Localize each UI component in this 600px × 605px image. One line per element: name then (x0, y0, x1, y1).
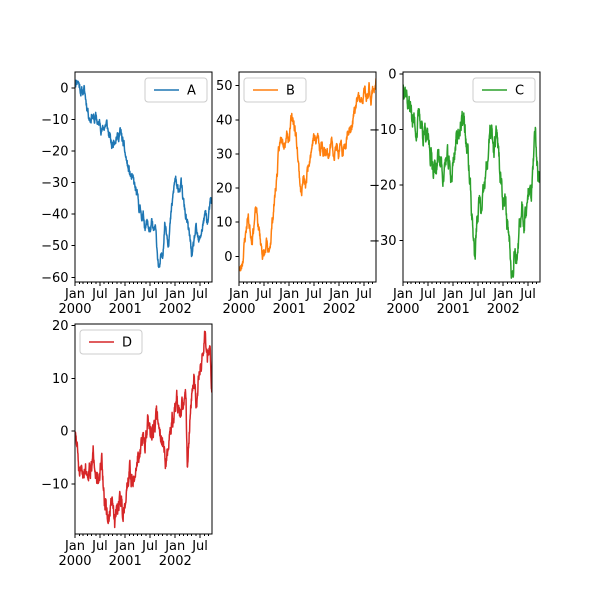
x-tick-year-label: 2000 (386, 302, 419, 317)
x-tick-label: Jan (278, 287, 299, 302)
y-tick-label: −20 (41, 144, 68, 159)
series-line-a (75, 79, 212, 269)
axes-spines-d (74, 323, 213, 535)
x-tick-year-label: 2000 (222, 302, 255, 317)
x-tick-year-label: 2001 (109, 302, 142, 317)
y-axis-a: 0 −10 −20 −30 −40 −50 −60 (41, 81, 75, 286)
x-tick-label: Jan (228, 287, 249, 302)
axes-spines-b (238, 71, 377, 283)
y-tick-label: 20 (52, 319, 69, 334)
x-tick-label: Jul (469, 287, 486, 302)
x-tick-year-label: 2002 (159, 554, 192, 569)
x-tick-year-label: 2002 (487, 302, 520, 317)
legend-d: D (79, 329, 143, 355)
y-tick-label: 10 (52, 372, 69, 387)
x-tick-label: Jul (141, 539, 158, 554)
series-line-c (403, 83, 540, 279)
y-tick-label: 50 (216, 79, 233, 94)
y-tick-label: −10 (41, 113, 68, 128)
y-axis-c: 0 −10 −20 −30 (369, 68, 403, 249)
x-tick-label: Jul (305, 287, 322, 302)
y-tick-label: 30 (216, 147, 233, 162)
legend-label-b: B (286, 84, 295, 99)
y-tick-label: 0 (60, 81, 68, 96)
x-tick-label: Jan (392, 287, 413, 302)
legend-a: A (144, 77, 208, 103)
x-tick-label: Jan (442, 287, 463, 302)
y-tick-label: 0 (388, 68, 396, 83)
y-tick-label: −30 (369, 234, 396, 249)
x-tick-label: Jan (328, 287, 349, 302)
x-tick-year-label: 2002 (159, 302, 192, 317)
axes-spines-a (74, 71, 213, 283)
x-tick-year-label: 2001 (109, 554, 142, 569)
y-tick-label: −60 (41, 271, 68, 286)
y-tick-label: −10 (41, 477, 68, 492)
y-tick-label: −10 (369, 123, 396, 138)
y-tick-label: −50 (41, 239, 68, 254)
series-line-d (75, 330, 212, 529)
x-tick-year-label: 2000 (58, 554, 91, 569)
x-tick-label: Jul (191, 539, 208, 554)
x-tick-label: Jan (164, 539, 185, 554)
legend-c: C (472, 77, 536, 103)
y-axis-d: 20 10 0 −10 (41, 319, 75, 492)
x-tick-label: Jan (64, 539, 85, 554)
x-tick-label: Jan (492, 287, 513, 302)
y-tick-label: −20 (369, 179, 396, 194)
y-tick-label: 0 (224, 250, 232, 265)
x-tick-label: Jul (255, 287, 272, 302)
legend-label-d: D (122, 336, 132, 351)
x-tick-label: Jan (64, 287, 85, 302)
legend-b: B (243, 77, 307, 103)
y-tick-label: 40 (216, 113, 233, 128)
x-tick-label: Jul (191, 287, 208, 302)
x-tick-label: Jan (164, 287, 185, 302)
y-tick-label: 0 (60, 425, 68, 440)
x-tick-label: Jul (355, 287, 372, 302)
x-tick-year-label: 2002 (323, 302, 356, 317)
y-tick-label: 10 (216, 216, 233, 231)
series-line-b (239, 77, 376, 272)
x-tick-label: Jul (519, 287, 536, 302)
y-tick-label: −30 (41, 176, 68, 191)
legend-label-a: A (187, 84, 196, 99)
x-tick-year-label: 2000 (58, 302, 91, 317)
x-tick-label: Jul (91, 539, 108, 554)
y-tick-label: −40 (41, 208, 68, 223)
x-tick-label: Jan (114, 287, 135, 302)
x-tick-label: Jan (114, 539, 135, 554)
x-tick-label: Jul (141, 287, 158, 302)
legend-label-c: C (515, 84, 524, 99)
y-axis-b: 0 10 20 30 40 50 (216, 79, 239, 265)
x-tick-label: Jul (419, 287, 436, 302)
x-tick-label: Jul (91, 287, 108, 302)
axes-spines-c (402, 71, 541, 283)
x-tick-year-label: 2001 (273, 302, 306, 317)
y-tick-label: 20 (216, 182, 233, 197)
x-tick-year-label: 2001 (437, 302, 470, 317)
